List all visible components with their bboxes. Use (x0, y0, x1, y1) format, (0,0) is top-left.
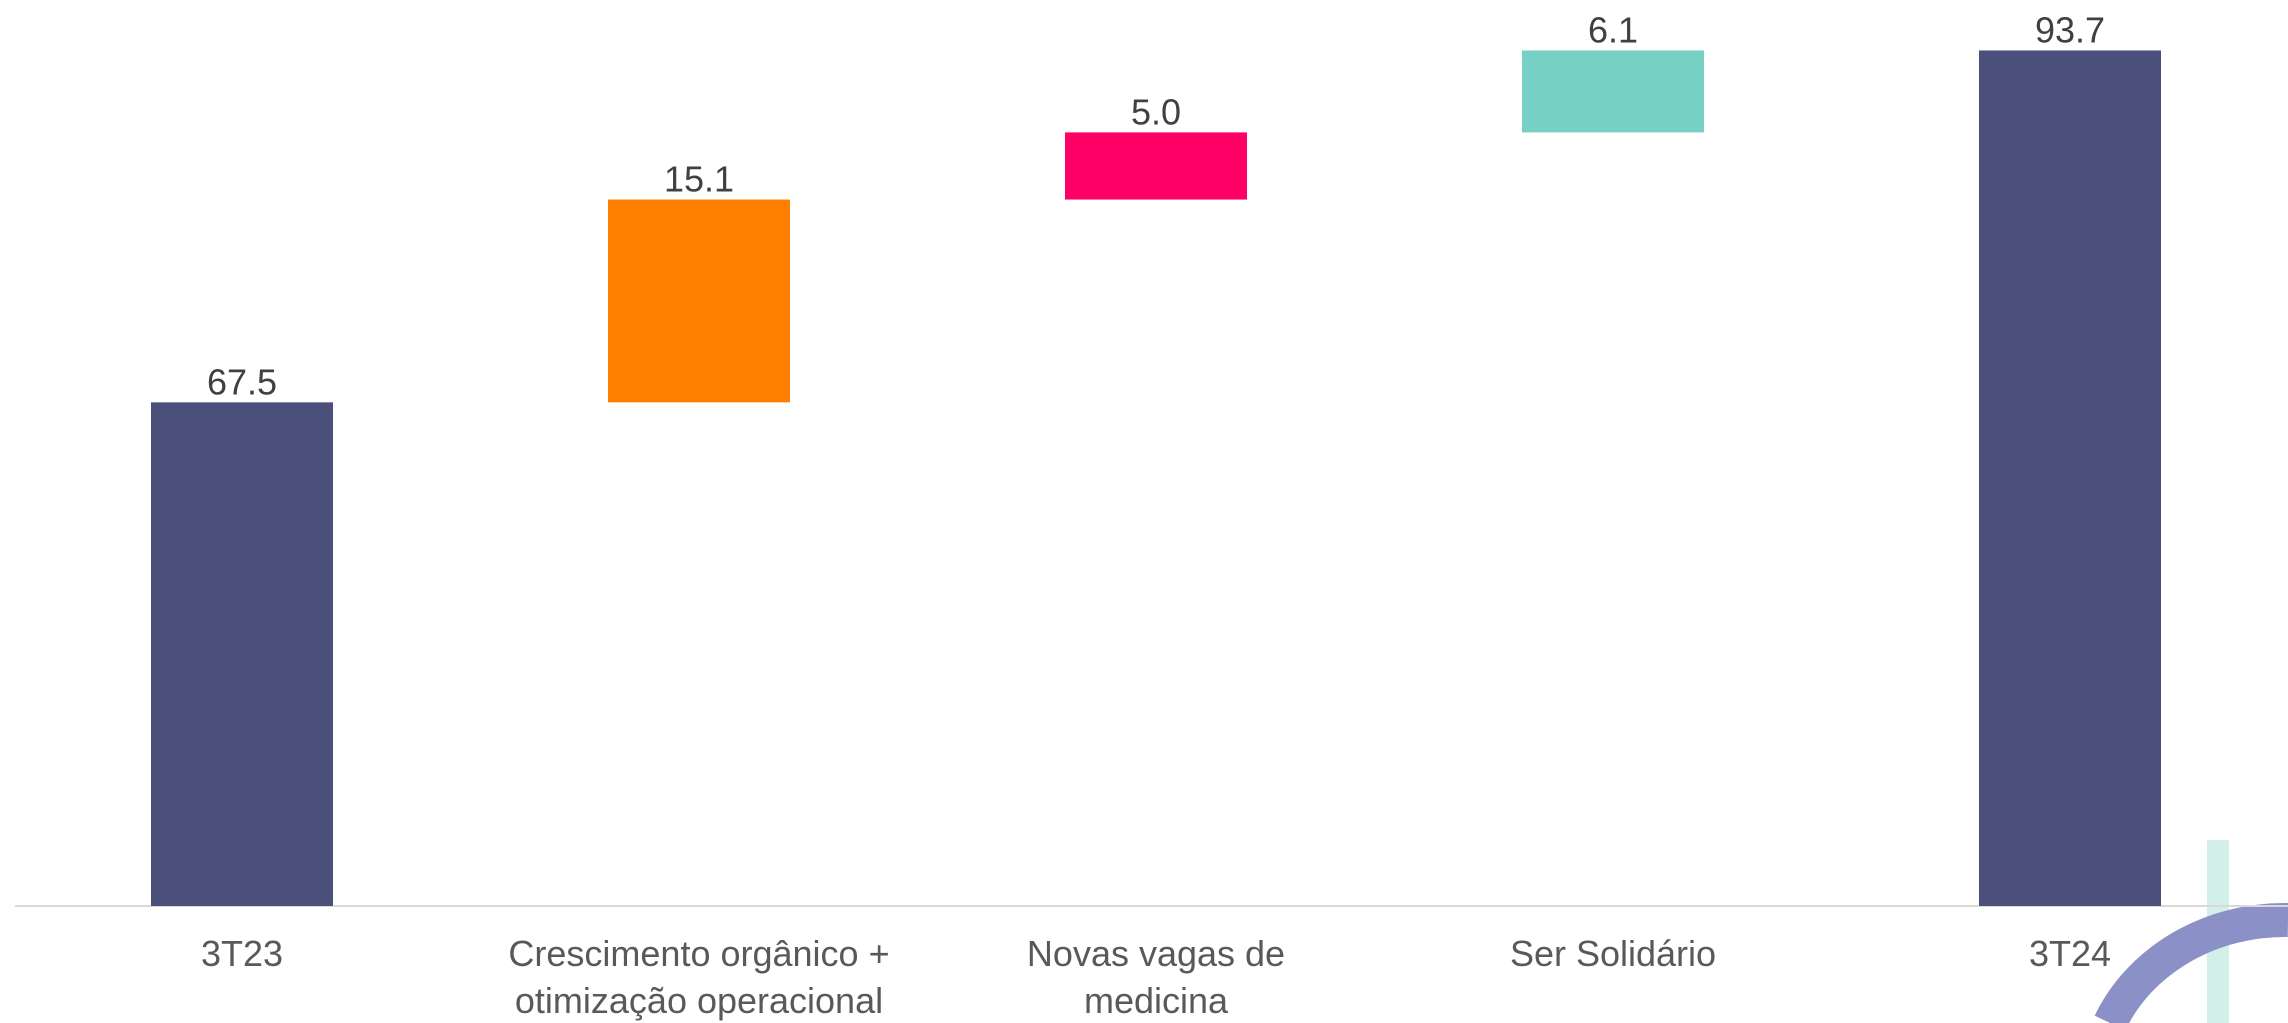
bar (1065, 132, 1247, 200)
value-label: 67.5 (207, 361, 277, 402)
value-label: 6.1 (1588, 9, 1638, 50)
x-tick-label: Ser Solidário (1510, 933, 1716, 974)
x-tick-label: medicina (1084, 980, 1229, 1021)
logo-decoration (2094, 840, 2288, 1023)
x-tick-label: Novas vagas de (1027, 933, 1285, 974)
value-label: 15.1 (664, 159, 734, 200)
x-tick-label: 3T24 (2029, 933, 2111, 974)
x-tick-label: 3T23 (201, 933, 283, 974)
bar (151, 402, 333, 906)
value-label: 93.7 (2035, 9, 2105, 50)
bar (1979, 50, 2161, 906)
x-tick-label: Crescimento orgânico + (508, 933, 889, 974)
bar (1522, 50, 1704, 133)
bar (608, 199, 790, 403)
x-tick-label: otimização operacional (515, 980, 883, 1021)
value-label: 5.0 (1131, 91, 1181, 132)
